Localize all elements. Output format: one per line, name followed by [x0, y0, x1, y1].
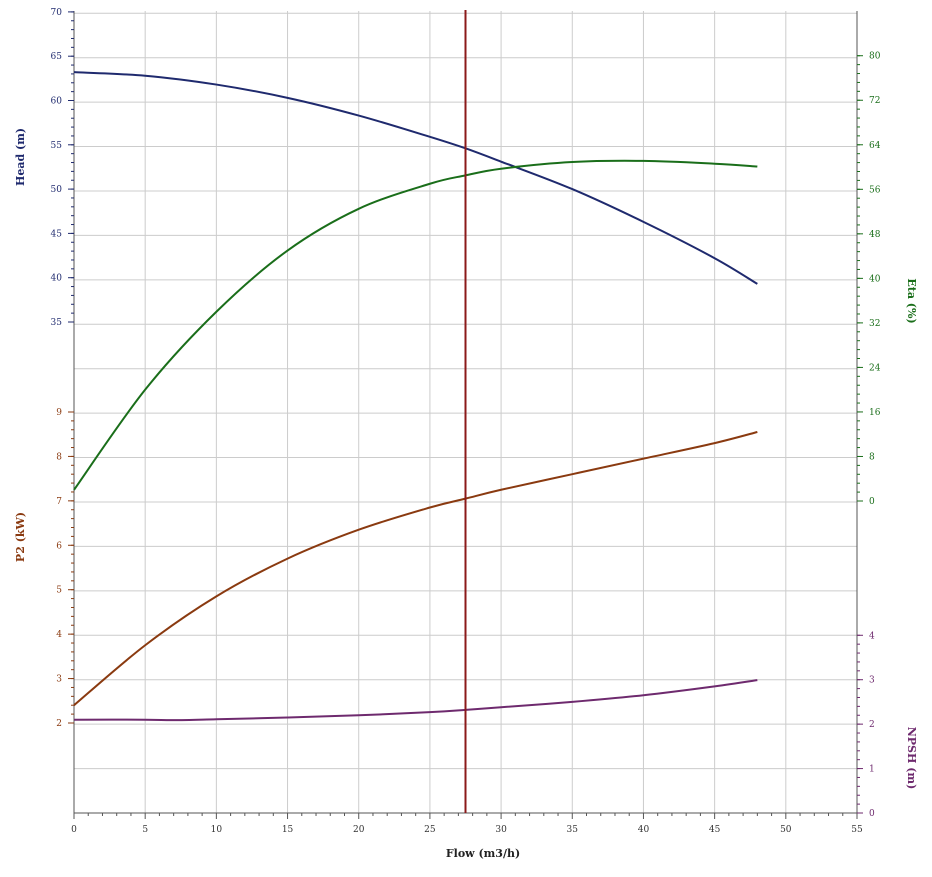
eta-tick-label: 0: [869, 497, 875, 507]
head-tick-label: 65: [51, 52, 63, 62]
p2-tick-label: 2: [56, 719, 62, 729]
x-axis-title: Flow (m3/h): [446, 847, 520, 860]
head-curve: [73, 71, 758, 285]
x-tick-label: 5: [142, 825, 148, 835]
x-tick-label: 55: [851, 825, 863, 835]
head-axis-title: Head (m): [14, 128, 27, 186]
head-tick-label: 70: [51, 8, 63, 18]
npsh-curve: [73, 679, 758, 722]
x-tick-label: 35: [567, 825, 579, 835]
p2-tick-label: 3: [56, 675, 62, 685]
curves: [73, 71, 758, 722]
eta-tick-label: 32: [869, 319, 880, 329]
eta-curve: [73, 159, 758, 491]
x-tick-label: 20: [353, 825, 365, 835]
x-tick-label: 25: [424, 825, 436, 835]
x-tick-label: 45: [709, 825, 721, 835]
head-tick-label: 50: [51, 185, 63, 195]
head-tick-label: 60: [51, 97, 63, 107]
npsh-tick-label: 2: [869, 720, 875, 730]
x-tick-label: 30: [495, 825, 507, 835]
head-tick-label: 35: [51, 318, 63, 328]
eta-tick-label: 56: [869, 185, 881, 195]
eta-tick-label: 8: [869, 452, 875, 462]
x-tick-label: 0: [71, 825, 77, 835]
p2-tick-label: 8: [56, 452, 62, 462]
eta-tick-label: 48: [869, 230, 881, 240]
npsh-tick-label: 4: [869, 631, 875, 641]
p2-curve: [73, 431, 758, 706]
eta-tick-label: 16: [869, 408, 881, 418]
p2-tick-label: 9: [56, 408, 62, 418]
eta-tick-label: 64: [869, 141, 881, 151]
axes: 0 5 10 15 20 25 30 35 40 45 50 55354045505560657023…: [51, 8, 881, 835]
npsh-tick-label: 1: [869, 765, 875, 775]
npsh-tick-label: 0: [869, 809, 875, 819]
npsh-axis-title: NPSH (m): [905, 727, 918, 790]
head-tick-label: 40: [51, 274, 63, 284]
eta-tick-label: 24: [869, 363, 881, 373]
eta-tick-label: 72: [869, 96, 880, 106]
p2-tick-label: 4: [56, 630, 62, 640]
p2-axis-title: P2 (kW): [14, 512, 27, 562]
npsh-tick-label: 3: [869, 676, 875, 686]
x-tick-label: 50: [780, 825, 792, 835]
x-tick-label: 40: [638, 825, 650, 835]
eta-tick-label: 40: [869, 274, 881, 284]
p2-tick-label: 5: [56, 586, 62, 596]
x-tick-label: 15: [282, 825, 294, 835]
head-tick-label: 55: [51, 141, 63, 151]
head-tick-label: 45: [51, 229, 63, 239]
p2-tick-label: 7: [56, 497, 62, 507]
eta-axis-title: Eta (%): [905, 278, 918, 323]
x-tick-label: 10: [211, 825, 223, 835]
p2-tick-label: 6: [56, 541, 62, 551]
eta-tick-label: 80: [869, 52, 881, 62]
